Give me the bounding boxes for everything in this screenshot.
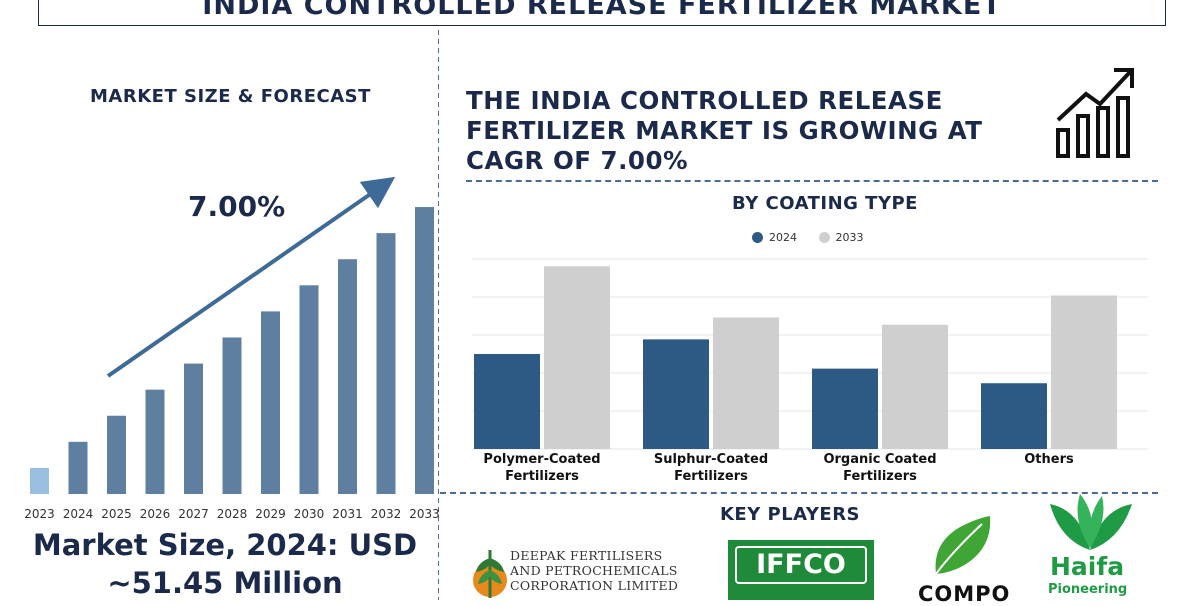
page-title: INDIA CONTROLLED RELEASE FERTILIZER MARK… bbox=[202, 0, 1002, 21]
forecast-bar-2023 bbox=[30, 467, 49, 494]
coating-type-heading: BY COATING TYPE bbox=[732, 193, 918, 214]
market-size-line2: ~51.45 Million bbox=[107, 566, 343, 600]
compo-wordmark: COMPO bbox=[918, 582, 1011, 606]
forecast-year-label-2028: 2028 bbox=[217, 507, 248, 521]
forecast-bar-2033 bbox=[415, 207, 434, 494]
key-players-heading: KEY PLAYERS bbox=[719, 504, 861, 525]
bar-2024-2 bbox=[812, 368, 878, 449]
legend-label-2033: 2033 bbox=[835, 231, 864, 244]
iffco-wordmark: IFFCO bbox=[735, 546, 867, 584]
bar-2033-2 bbox=[882, 324, 948, 449]
forecast-bar-2026 bbox=[145, 389, 165, 494]
bar-2033-1 bbox=[713, 317, 779, 449]
headline: THE INDIA CONTROLLED RELEASE FERTILIZER … bbox=[466, 86, 983, 175]
legend-swatch-2024 bbox=[752, 232, 763, 243]
haifa-logo: Haifa Pioneering bbox=[1040, 490, 1140, 600]
forecast-bar-2032 bbox=[376, 233, 396, 494]
deepak-line-1: DEEPAK FERTILISERS bbox=[510, 548, 663, 563]
deepak-logo: DEEPAK FERTILISERS AND PETROCHEMICALS CO… bbox=[470, 540, 710, 600]
forecast-year-label-2025: 2025 bbox=[101, 507, 132, 521]
category-label-3: Others bbox=[1024, 452, 1074, 467]
category-label-1: Sulphur-Coated Fertilizers bbox=[654, 452, 768, 484]
forecast-bar-2025 bbox=[107, 415, 126, 494]
legend-label-2024: 2024 bbox=[769, 231, 797, 244]
legend-swatch-2033 bbox=[818, 232, 830, 243]
forecast-year-label-2033: 2033 bbox=[409, 507, 440, 521]
forecast-year-label-2027: 2027 bbox=[178, 507, 209, 521]
section-divider-top bbox=[466, 180, 1158, 182]
section-divider-bottom bbox=[440, 492, 1158, 494]
bar-2033-3 bbox=[1051, 295, 1117, 449]
forecast-bar-2024 bbox=[68, 441, 88, 494]
bar-chart-up-arrow-icon bbox=[1056, 68, 1134, 158]
category-label-0: Polymer-Coated Fertilizers bbox=[483, 452, 600, 484]
haifa-leaves-icon bbox=[1050, 494, 1132, 550]
deepak-wordmark: DEEPAK FERTILISERS AND PETROCHEMICALS CO… bbox=[510, 548, 678, 593]
bar-2024-0 bbox=[474, 354, 540, 449]
bar-2024-1 bbox=[643, 339, 709, 449]
deepak-line-3: CORPORATION LIMITED bbox=[510, 578, 679, 593]
market-size-line1: Market Size, 2024: USD bbox=[32, 528, 418, 562]
market-forecast-chart: 2023 2024 2025 2026 2027 2028 2029 2030 2031 2032… bbox=[24, 176, 440, 521]
forecast-bar-2030 bbox=[299, 285, 319, 494]
growth-arrow bbox=[106, 176, 396, 378]
forecast-year-label-2024: 2024 bbox=[63, 507, 94, 521]
iffco-logo: IFFCO bbox=[728, 540, 874, 600]
bar-2033-0 bbox=[544, 266, 610, 449]
forecast-bar-2027 bbox=[184, 363, 203, 494]
forecast-year-label-2031: 2031 bbox=[332, 507, 363, 521]
legend-item-2033: 2033 bbox=[818, 231, 864, 244]
forecast-year-label-2032: 2032 bbox=[371, 507, 402, 521]
market-size-value: Market Size, 2024: USD ~51.45 Million bbox=[0, 526, 450, 602]
forecast-bar-2029 bbox=[261, 311, 280, 494]
forecast-bar-2031 bbox=[338, 259, 357, 494]
legend-item-2024: 2024 bbox=[752, 231, 797, 244]
forecast-year-label-2030: 2030 bbox=[294, 507, 325, 521]
category-label-2: Organic Coated Fertilizers bbox=[823, 452, 936, 484]
deepak-line-2: AND PETROCHEMICALS bbox=[510, 563, 678, 578]
compo-leaf-icon bbox=[935, 516, 991, 575]
deepak-emblem-icon bbox=[473, 550, 507, 598]
compo-logo: COMPO bbox=[912, 512, 1009, 606]
market-size-heading: MARKET SIZE & FORECAST bbox=[90, 86, 371, 107]
bar-2024-3 bbox=[981, 383, 1047, 449]
coating-type-chart: Polymer-Coated Fertilizers Sulphur-Coated F… bbox=[472, 258, 1148, 484]
forecast-year-label-2029: 2029 bbox=[255, 507, 286, 521]
forecast-year-label-2023: 2023 bbox=[24, 507, 55, 521]
title-banner: INDIA CONTROLLED RELEASE FERTILIZER MARK… bbox=[38, 0, 1166, 26]
forecast-year-label-2026: 2026 bbox=[140, 507, 171, 521]
haifa-tagline: Pioneering bbox=[1048, 582, 1128, 597]
forecast-bar-2028 bbox=[222, 337, 242, 494]
cagr-label: 7.00% bbox=[188, 190, 286, 223]
chart-legend: 2024 2033 bbox=[752, 231, 882, 246]
haifa-wordmark: Haifa bbox=[1050, 552, 1125, 581]
